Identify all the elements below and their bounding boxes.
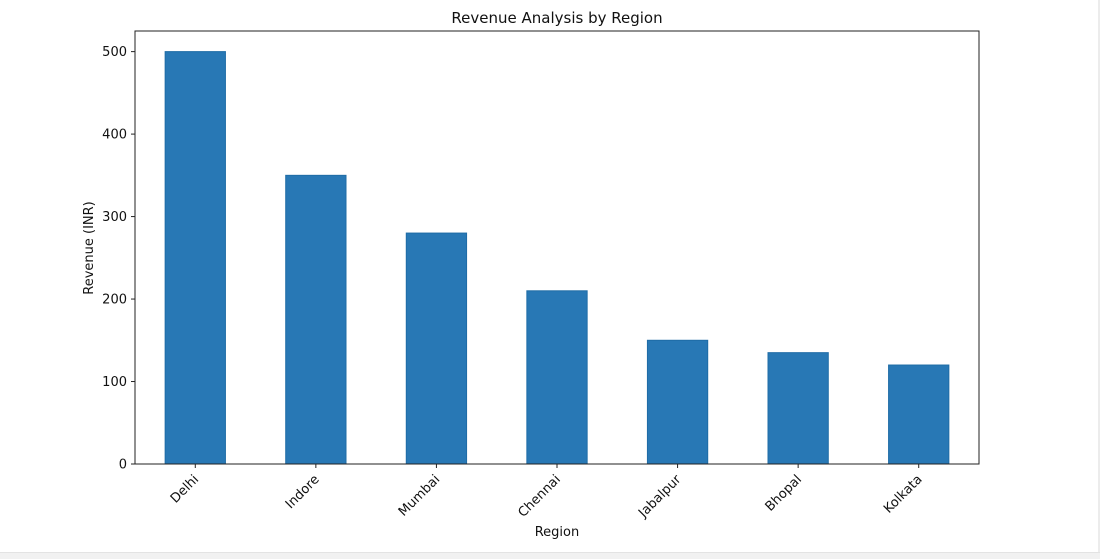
x-tick-label: Bhopal xyxy=(763,472,805,514)
bar-jabalpur xyxy=(646,339,709,465)
chart-title: Revenue Analysis by Region xyxy=(451,9,662,27)
x-ticks-group: Delhi Indore Mumbai Chennai Jabalpur Bhopal Ko… xyxy=(168,464,926,521)
x-tick-label: Mumbai xyxy=(396,472,443,519)
y-tick-label: 100 xyxy=(102,375,127,390)
bar-delhi xyxy=(164,51,226,465)
y-tick-label: 400 xyxy=(102,128,127,143)
bar-chennai xyxy=(526,290,588,465)
window-bottom-edge xyxy=(0,552,1100,559)
x-axis-label: Region xyxy=(535,525,580,540)
plot-area-frame xyxy=(134,30,980,465)
y-tick-label: 500 xyxy=(102,45,127,60)
bar-kolkata xyxy=(888,364,950,465)
y-tick-label: 0 xyxy=(119,458,127,473)
x-tick-label: Jabalpur xyxy=(635,472,685,522)
x-tick-label: Delhi xyxy=(168,472,202,506)
x-tick-label: Indore xyxy=(283,472,323,512)
x-tick-label: Chennai xyxy=(515,472,563,520)
window-right-edge xyxy=(1098,0,1100,552)
bar-bhopal xyxy=(767,352,829,465)
bar-mumbai xyxy=(405,232,468,465)
bars-group xyxy=(164,51,950,465)
bar-indore xyxy=(285,174,347,465)
x-tick-label: Kolkata xyxy=(881,472,925,516)
y-ticks-group: 0 100 200 300 400 500 xyxy=(102,45,135,473)
y-tick-label: 300 xyxy=(102,210,127,225)
y-tick-label: 200 xyxy=(102,293,127,308)
y-axis-label: Revenue (INR) xyxy=(82,201,97,294)
